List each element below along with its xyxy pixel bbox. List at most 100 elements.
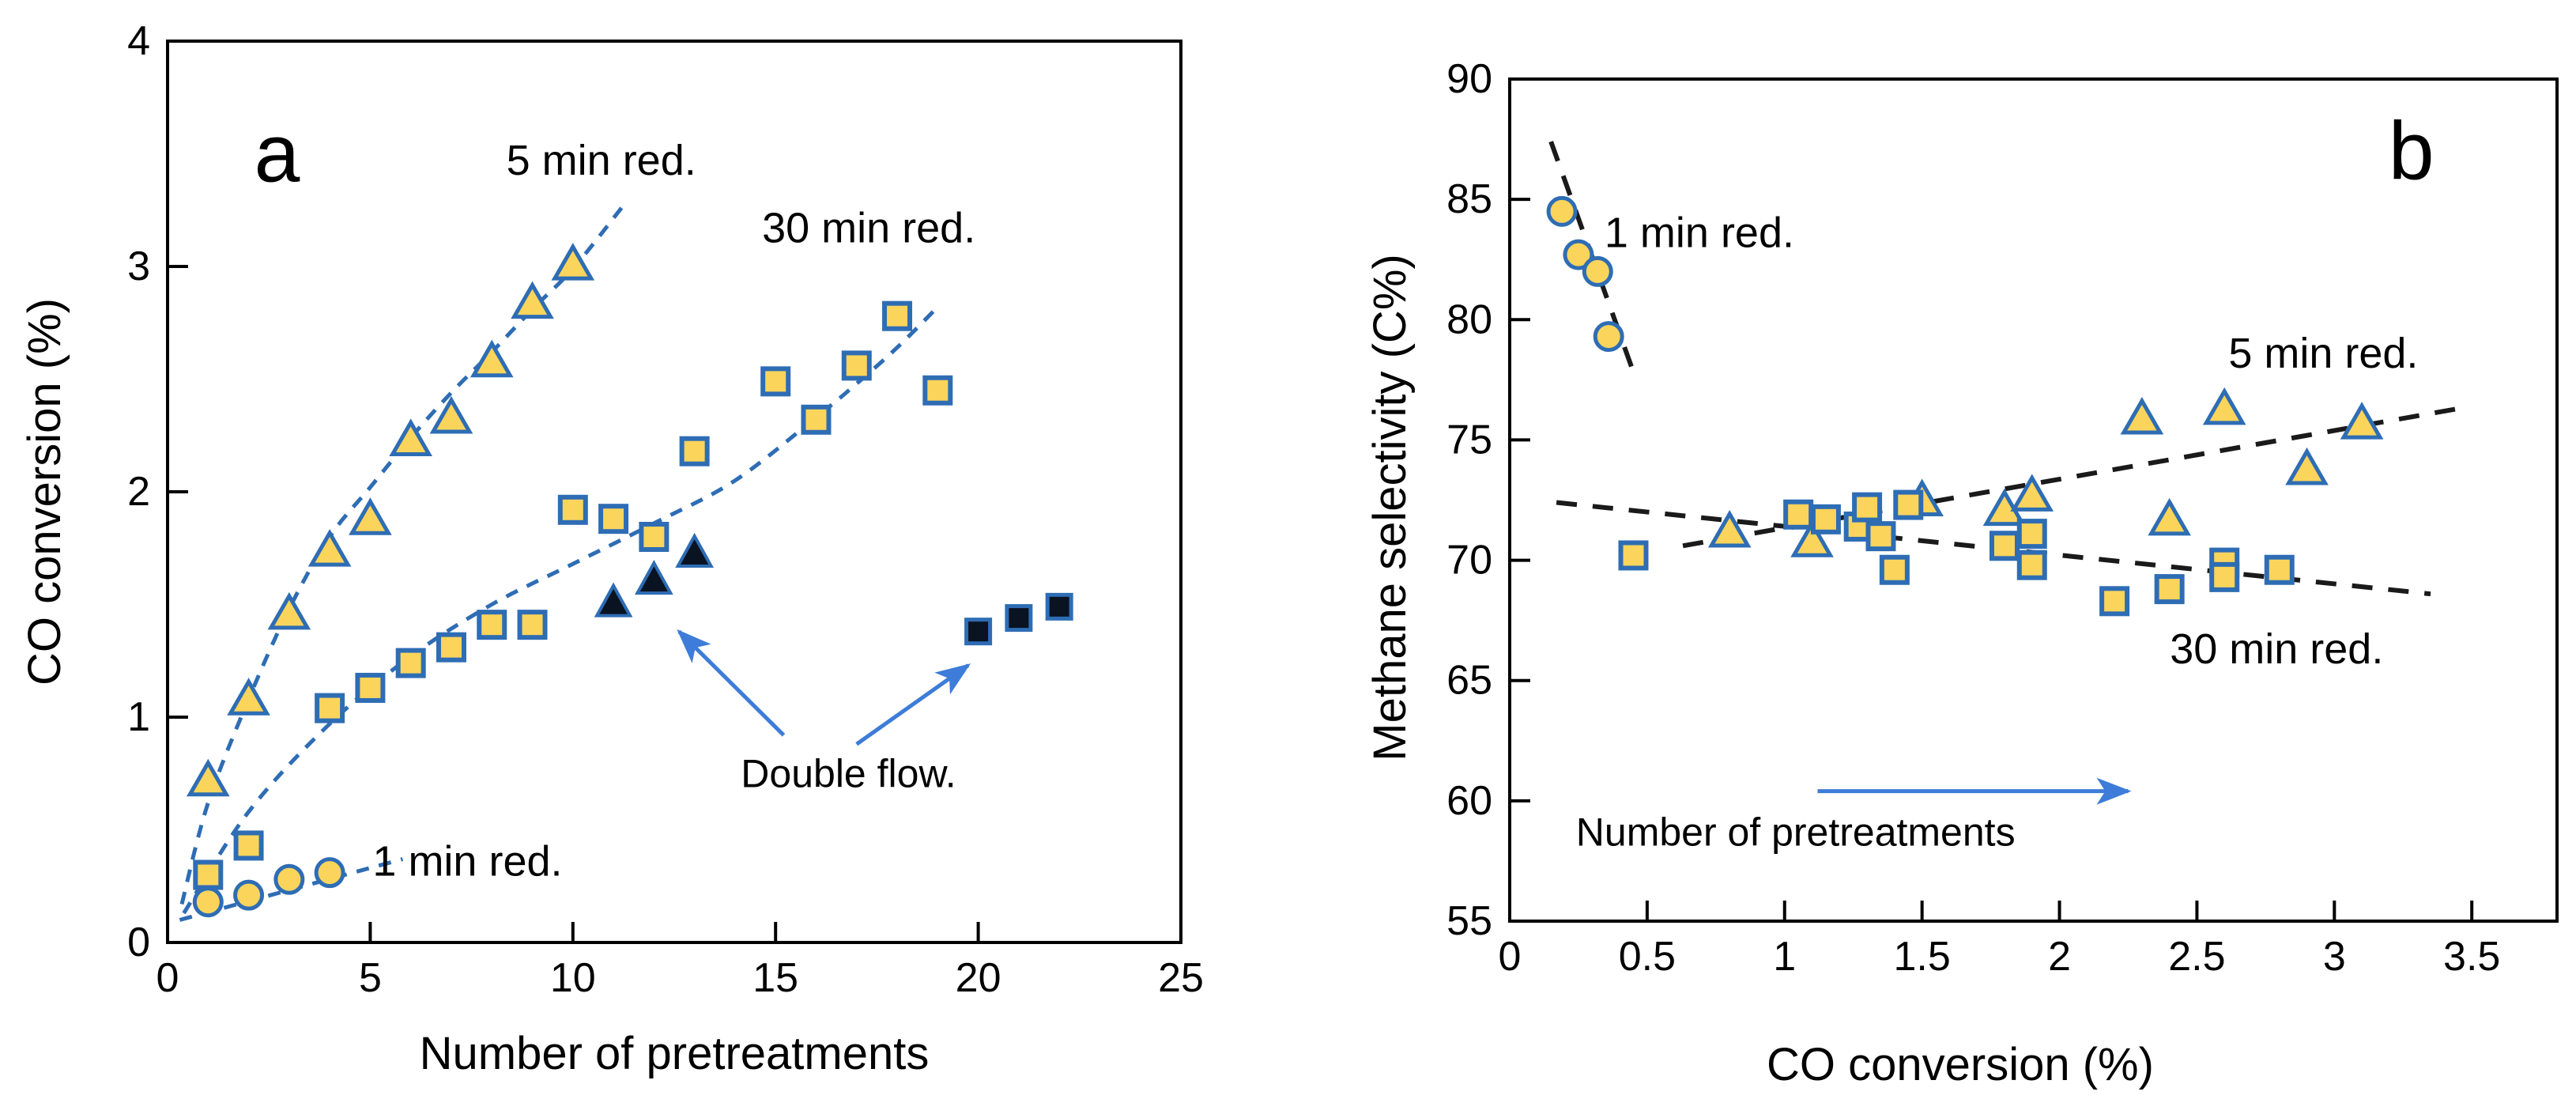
solid-triangle-marker: [594, 582, 633, 618]
annotation-panel-letter: a: [255, 108, 300, 200]
square-marker: [1879, 554, 1910, 585]
plot-border: [1508, 77, 2559, 923]
panel-a: 0 5 10 15 20 25 0 1 2 3 4 a 5 min red. 30 min red. 1 m…: [127, 18, 1204, 1001]
y-tick-label: 65: [1446, 658, 1492, 704]
circle-marker: [1546, 195, 1578, 227]
square-marker: [2099, 586, 2130, 617]
x-tick-label: 15: [752, 955, 798, 1001]
square-marker: [2264, 554, 2295, 585]
solid-triangle-marker: [675, 532, 715, 568]
square-marker: [436, 632, 466, 663]
x-tick-label: 0: [1499, 934, 1522, 980]
square-marker: [760, 366, 791, 397]
square-marker: [639, 522, 669, 552]
y-tick-label: 80: [1446, 296, 1492, 342]
annotation-series-label: 30 min red.: [2170, 625, 2383, 673]
solid-square-marker: [1005, 604, 1033, 633]
square-marker: [395, 648, 426, 678]
square-marker: [922, 375, 953, 406]
panel-a-xaxis-title: Number of pretreatments: [420, 1028, 930, 1079]
square-marker: [841, 350, 872, 381]
solid-square-marker: [1045, 592, 1073, 621]
square-marker: [1865, 521, 1896, 552]
y-tick-label: 4: [127, 18, 150, 64]
triangle-marker: [2202, 387, 2246, 425]
circle-marker: [1582, 255, 1613, 287]
square-marker: [598, 504, 629, 534]
annotation-series-label: 5 min red.: [507, 137, 696, 184]
annotation-note: Double flow.: [741, 751, 956, 795]
triangle-marker: [227, 678, 270, 716]
circle-marker: [192, 886, 224, 918]
square-marker: [233, 830, 264, 861]
triangle-marker: [349, 497, 392, 535]
y-tick-label: 1: [127, 694, 150, 740]
y-tick-label: 55: [1446, 898, 1492, 944]
x-tick-label: 2.5: [2168, 934, 2225, 980]
y-tick-label: 75: [1446, 417, 1492, 463]
annotation-series-label: 5 min red.: [2228, 330, 2418, 377]
triangle-marker: [1707, 510, 1752, 548]
x-tick-label: 3: [2323, 934, 2346, 980]
y-tick-label: 3: [127, 244, 150, 289]
panel-b-xaxis-title: CO conversion (%): [1767, 1039, 2154, 1090]
x-tick-label: 3.5: [2443, 934, 2500, 980]
square-marker: [801, 404, 832, 435]
square-marker: [477, 610, 507, 640]
x-tick-label: 25: [1158, 955, 1204, 1001]
triangle-marker: [186, 758, 230, 797]
triangle-marker: [470, 339, 514, 378]
annotation-note: Number of pretreatments: [1576, 810, 2016, 854]
square-marker: [2154, 574, 2185, 605]
y-tick-label: 60: [1446, 778, 1492, 824]
triangle-marker: [2148, 497, 2191, 536]
trend-line-30-min-red-: [182, 305, 940, 915]
triangle-marker: [2340, 402, 2384, 440]
triangle-marker: [2285, 447, 2329, 485]
x-tick-label: 0: [157, 955, 179, 1001]
square-marker: [557, 494, 588, 525]
square-marker: [1989, 531, 2020, 561]
triangle-marker: [2010, 474, 2054, 512]
trend-line-5-min-red-: [1682, 406, 2459, 549]
panel-a-yaxis-title: CO conversion (%): [19, 298, 70, 686]
panel-b-yaxis-title: Methane selectivity (C%): [1364, 254, 1416, 761]
triangle-marker: [1790, 519, 1834, 557]
annotation-series-label: 30 min red.: [762, 205, 975, 252]
triangle-marker: [429, 395, 473, 434]
square-marker: [679, 436, 710, 466]
triangle-marker: [551, 243, 595, 281]
square-marker: [2016, 519, 2047, 550]
square-marker: [882, 300, 913, 331]
solid-square-marker: [964, 618, 993, 646]
x-tick-label: 0.5: [1619, 934, 1676, 980]
y-tick-label: 90: [1446, 56, 1492, 102]
x-tick-label: 1: [1773, 934, 1796, 980]
annotation-series-label: 1 min red.: [1605, 210, 1794, 257]
circle-marker: [233, 879, 265, 911]
panel-b: 0 0.5 1 1.5 2 2.5 3 3.5 55 60 65 70 75 80 85 90 b 1 min r…: [1446, 56, 2559, 980]
x-tick-label: 1.5: [1894, 934, 1951, 980]
square-marker: [2016, 550, 2047, 580]
annotation-arrow: [855, 663, 971, 746]
trend-line-5-min-red-: [179, 206, 624, 905]
circle-marker: [314, 857, 345, 889]
x-tick-label: 5: [359, 955, 382, 1001]
y-tick-label: 2: [127, 469, 150, 515]
square-marker: [2209, 561, 2240, 592]
x-tick-label: 20: [956, 955, 1001, 1001]
square-marker: [1783, 499, 1814, 530]
triangle-marker: [389, 418, 433, 456]
square-marker: [355, 672, 386, 703]
x-tick-label: 2: [2048, 934, 2071, 980]
square-marker: [193, 859, 224, 890]
square-marker: [1810, 504, 1841, 534]
square-marker: [1893, 489, 1924, 520]
triangle-marker: [307, 529, 352, 567]
annotation-arrow: [677, 629, 786, 737]
solid-triangle-marker: [634, 560, 673, 595]
square-marker: [517, 610, 548, 640]
circle-marker: [273, 863, 305, 895]
